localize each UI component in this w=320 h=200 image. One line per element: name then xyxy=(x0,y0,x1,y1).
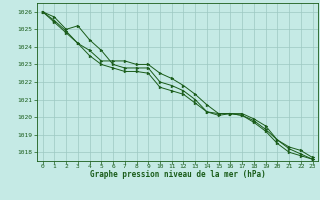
X-axis label: Graphe pression niveau de la mer (hPa): Graphe pression niveau de la mer (hPa) xyxy=(90,170,266,179)
